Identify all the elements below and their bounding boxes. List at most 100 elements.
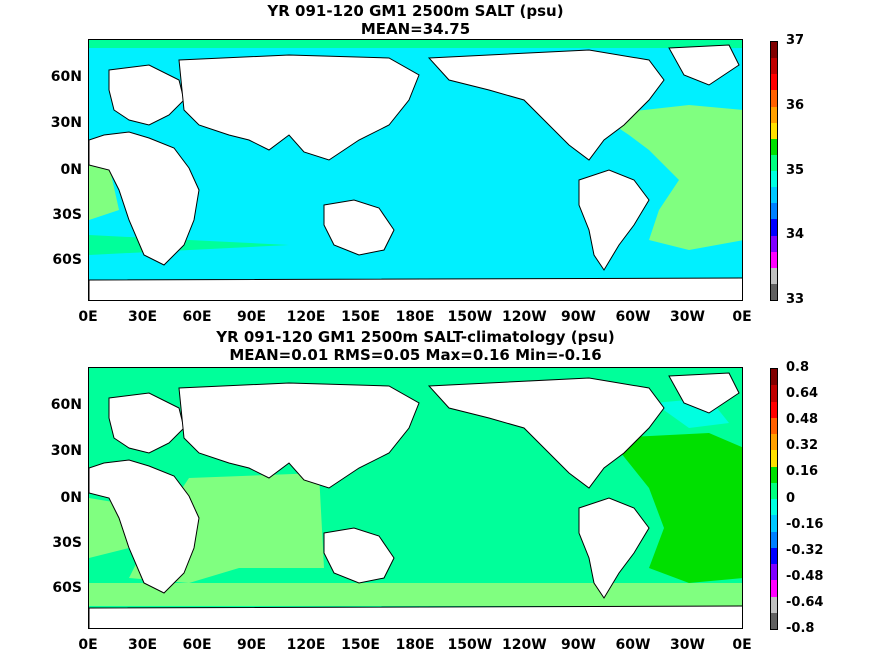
panel2-map [88,367,743,629]
colorbar-tick-label: 0.16 [786,464,819,480]
field-zone-3 [609,433,742,583]
lon-tick-label: 30E [127,309,158,325]
land-mass-0 [89,459,200,594]
colorbar-segment [771,219,777,236]
lon-tick-label: 150W [447,309,493,325]
colorbar-segment [771,450,777,467]
panel2-colorbar [770,368,778,630]
colorbar-tick-label: -0.32 [786,542,824,558]
colorbar-tick-label: 36 [786,97,805,113]
colorbar-segment [771,90,777,107]
lon-tick-label: 120W [502,637,547,653]
lon-tick-label: 120E [286,309,326,325]
colorbar-tick-label: 0.8 [786,360,810,375]
colorbar-segment [771,122,777,139]
colorbar-segment [771,580,777,597]
colorbar-segment [771,187,777,204]
colorbar-tick-label: -0.16 [786,516,824,532]
panel1-title-line1: YR 091-120 GM1 2500m SALT (psu) [267,2,564,20]
land-mass-2 [178,382,420,489]
colorbar-segment [771,547,777,564]
land-mass-3 [323,527,395,584]
field-zone-0 [599,105,742,250]
lat-tick-label: 60N [50,69,82,85]
panel1-map [88,39,743,301]
lat-tick-label: 30S [52,535,82,551]
colorbar-tick-label: 37 [786,33,805,48]
lon-tick-label: 90W [561,309,596,325]
lon-tick-label: 150E [341,309,380,325]
lon-tick-label: 60W [615,637,651,653]
lon-tick-label: 60E [182,309,212,325]
land-mass-6 [668,44,740,86]
lon-tick-label: 90E [236,309,267,325]
panel1-title-line2: MEAN=34.75 [360,20,471,38]
panel1-title: YR 091-120 GM1 2500m SALT (psu) MEAN=34.… [88,2,743,38]
map-canvas [89,368,742,628]
colorbar-segment [771,369,777,386]
lon-tick-label: 0E [78,309,98,325]
land-mass-2 [178,54,420,161]
colorbar-segment [771,203,777,220]
lon-tick-label: 60E [182,637,212,653]
colorbar-segment [771,283,777,300]
colorbar-segment [771,171,777,188]
lat-tick-label: 60N [50,397,82,413]
lon-tick-label: 60W [615,309,651,325]
lon-tick-label: 150E [341,637,380,653]
panel2-title-line2: MEAN=0.01 RMS=0.05 Max=0.16 Min=-0.16 [229,346,602,364]
lon-tick-label: 30W [670,309,705,325]
colorbar-tick-label: -0.64 [786,594,824,610]
lon-tick-label: 120E [286,637,326,653]
lon-tick-label: 90W [561,637,596,653]
colorbar-segment [771,596,777,613]
colorbar-segment [771,138,777,155]
colorbar-tick-label: 0.32 [786,438,819,454]
land-mass-7 [89,277,742,300]
lat-tick-label: 60S [52,580,82,596]
colorbar-tick-label: -0.8 [786,621,815,636]
map-canvas [89,40,742,300]
lon-tick-label: 180E [395,309,435,325]
land-mass-5 [578,497,650,599]
land-mass-1 [108,392,185,454]
colorbar-segment [771,531,777,548]
colorbar-segment [771,466,777,483]
colorbar-segment [771,154,777,171]
lat-tick-label: 30S [52,207,82,223]
lon-tick-label: 0E [78,637,98,653]
field-zone-3 [89,40,742,48]
lon-tick-label: 30E [127,637,158,653]
land-mass-7 [89,605,742,628]
colorbar-segment [771,417,777,434]
lon-tick-label: 90E [236,637,267,653]
lon-tick-label: 120W [502,309,547,325]
colorbar-segment [771,58,777,75]
colorbar-segment [771,267,777,284]
land-mass-1 [108,64,185,126]
colorbar-segment [771,515,777,532]
colorbar-tick-label: 33 [786,292,805,307]
colorbar-tick-label: 0.64 [786,386,819,402]
panel1-colorbar [770,41,778,301]
colorbar-segment [771,74,777,91]
lat-tick-label: 60S [52,252,82,268]
land-mass-5 [578,169,650,271]
colorbar-segment [771,564,777,581]
colorbar-tick-label: 0 [786,490,796,506]
lon-tick-label: 150W [447,637,493,653]
colorbar-segment [771,612,777,629]
land-mass-4 [427,49,665,161]
lon-tick-label: 0E [732,309,752,325]
field-zone-1 [89,160,119,220]
panel2-title: YR 091-120 GM1 2500m SALT-climatology (p… [88,328,743,364]
lat-tick-label: 30N [50,115,82,131]
colorbar-segment [771,385,777,402]
lat-tick-label: 0N [60,162,82,178]
land-mass-3 [323,199,395,256]
colorbar-tick-label: 0.48 [786,412,819,428]
lon-tick-label: 180E [395,637,435,653]
colorbar-tick-label: -0.48 [786,568,824,584]
field-zone-2 [89,583,742,606]
colorbar-segment [771,251,777,268]
